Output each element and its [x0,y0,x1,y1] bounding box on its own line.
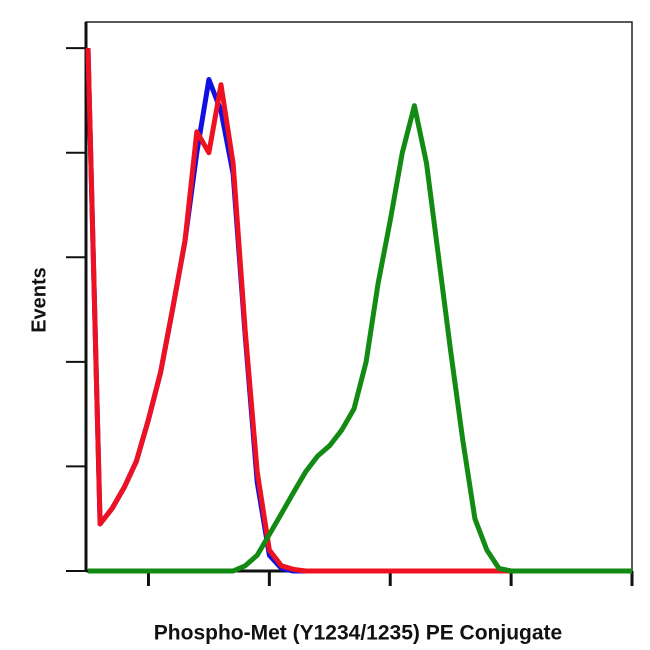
histogram-line [85,48,632,574]
histogram-line [88,103,632,574]
plot-frame [85,21,633,572]
x-axis-label: Phospho-Met (Y1234/1235) PE Conjugate [154,622,562,645]
y-axis-label: Events [28,267,50,333]
histogram-line [85,48,632,574]
